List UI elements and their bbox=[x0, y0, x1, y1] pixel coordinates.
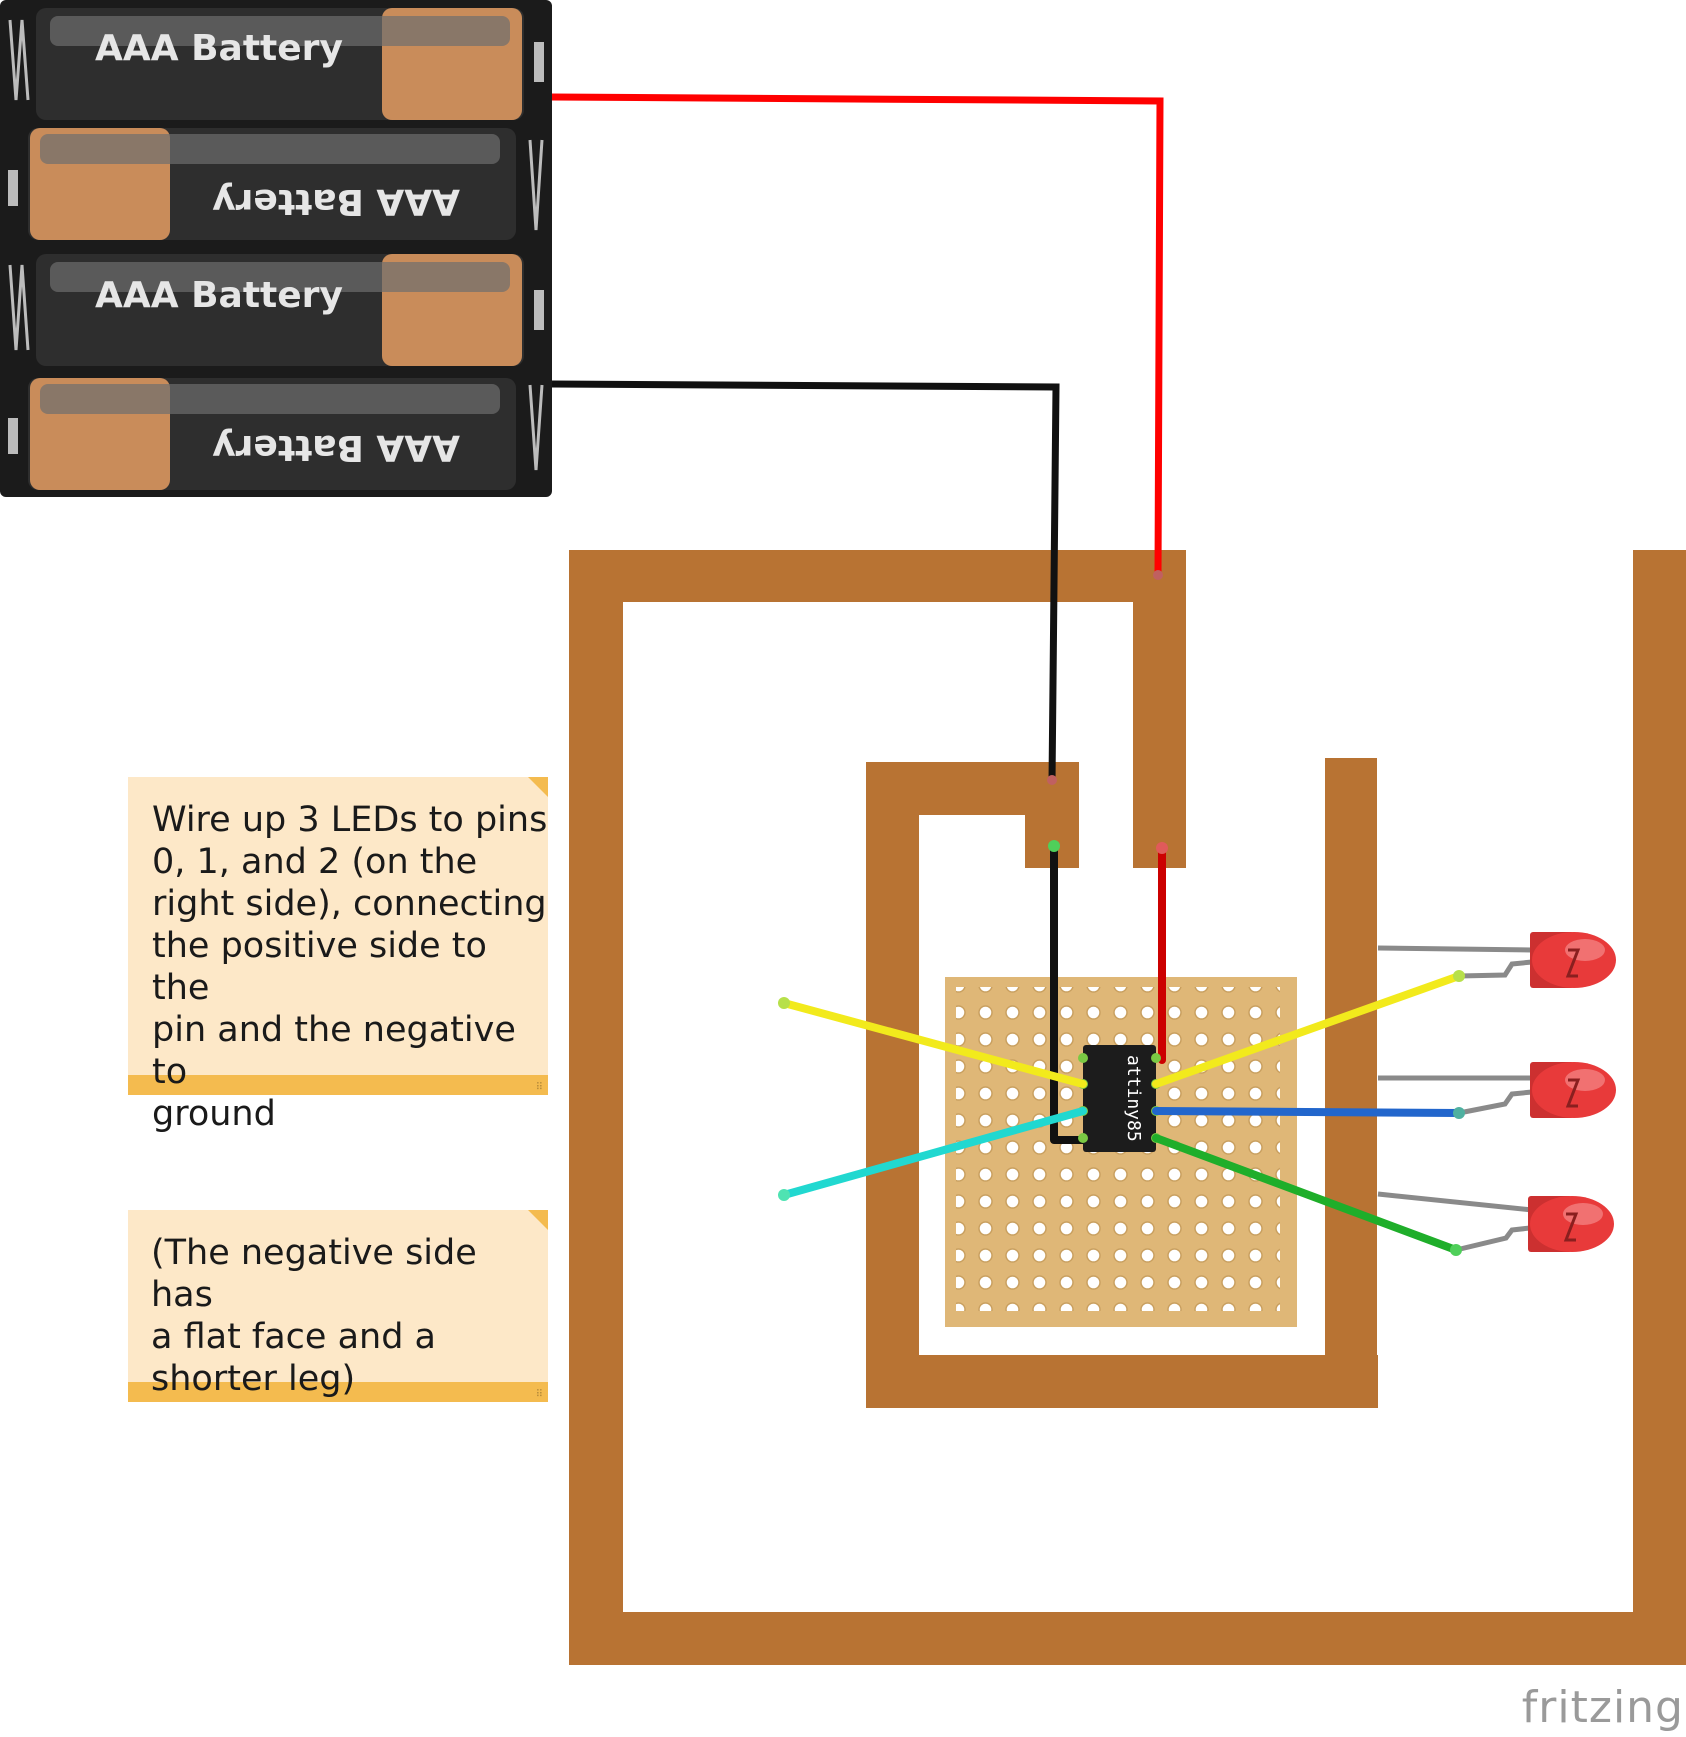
yellow-wire-left[interactable] bbox=[780, 999, 1087, 1088]
hint-note[interactable]: (The negative side has a flat face and a… bbox=[128, 1210, 548, 1402]
note-text: (The negative side has a flat face and a… bbox=[151, 1233, 477, 1399]
blue-wire-pin1[interactable] bbox=[1152, 1107, 1463, 1117]
battery-label: AAA Battery bbox=[95, 275, 343, 316]
copper-traces bbox=[569, 550, 1686, 1665]
chip-icon[interactable]: attiny85 bbox=[1078, 1045, 1161, 1152]
note-fold bbox=[528, 1210, 548, 1230]
led-icon[interactable] bbox=[1530, 932, 1616, 988]
battery-label: AAA Battery bbox=[212, 181, 460, 222]
battery-pack: AAA Battery AAA Battery AAA Battery AAA … bbox=[0, 0, 552, 497]
note-text: Wire up 3 LEDs to pins 0, 1, and 2 (on t… bbox=[152, 800, 548, 1134]
resize-grip-icon[interactable]: ⠿ bbox=[535, 1082, 544, 1093]
red-power-wire[interactable] bbox=[551, 93, 1164, 576]
fritzing-logo: fritzing bbox=[1521, 1682, 1684, 1733]
wire-endpoints bbox=[778, 840, 1465, 1256]
green-wire-pin2[interactable] bbox=[1152, 1134, 1460, 1254]
battery-icon: AAA Battery AAA Battery AAA Battery AAA … bbox=[8, 8, 544, 490]
black-ground-wire[interactable] bbox=[551, 380, 1060, 783]
perfboard bbox=[945, 977, 1297, 1327]
led-icon[interactable] bbox=[1530, 1062, 1616, 1118]
yellow-wire-pin0[interactable] bbox=[1152, 972, 1463, 1088]
resize-grip-icon[interactable]: ⠿ bbox=[535, 1389, 544, 1400]
led-icon[interactable] bbox=[1528, 1196, 1614, 1252]
cyan-wire-left[interactable] bbox=[780, 1107, 1087, 1199]
battery-label: AAA Battery bbox=[212, 427, 460, 468]
led-legs bbox=[1377, 945, 1533, 1253]
chip-label: attiny85 bbox=[1123, 1055, 1144, 1142]
battery-label: AAA Battery bbox=[95, 28, 343, 69]
instruction-note[interactable]: Wire up 3 LEDs to pins 0, 1, and 2 (on t… bbox=[128, 777, 548, 1134]
note-fold bbox=[528, 777, 548, 797]
